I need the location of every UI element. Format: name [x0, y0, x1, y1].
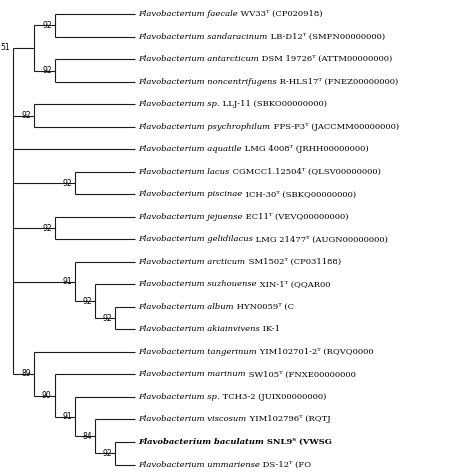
Text: Flavobacterium ummariense: Flavobacterium ummariense: [138, 461, 260, 468]
Text: 92: 92: [103, 314, 112, 323]
Text: Flavobacterium gelidilacus: Flavobacterium gelidilacus: [138, 236, 253, 243]
Text: 91: 91: [63, 412, 72, 421]
Text: Flavobacterium sandaracinum: Flavobacterium sandaracinum: [138, 33, 268, 41]
Text: SW105ᵀ (FNXE00000000: SW105ᵀ (FNXE00000000: [246, 371, 356, 378]
Text: 92: 92: [42, 224, 52, 233]
Text: HYN0059ᵀ (C: HYN0059ᵀ (C: [234, 303, 294, 311]
Text: DS-12ᵀ (FO: DS-12ᵀ (FO: [260, 461, 311, 468]
Text: 92: 92: [63, 179, 72, 188]
Text: Flavobacterium antarcticum: Flavobacterium antarcticum: [138, 55, 259, 63]
Text: Flavobacterium marinum: Flavobacterium marinum: [138, 371, 246, 378]
Text: LMG 21477ᵀ (AUGN00000000): LMG 21477ᵀ (AUGN00000000): [253, 236, 388, 243]
Text: Flavobacterium akiainvivens: Flavobacterium akiainvivens: [138, 326, 260, 333]
Text: DSM 19726ᵀ (ATTM00000000): DSM 19726ᵀ (ATTM00000000): [259, 55, 392, 63]
Text: SM1502ᵀ (CP031188): SM1502ᵀ (CP031188): [246, 258, 341, 266]
Text: Flavobacterium lacus: Flavobacterium lacus: [138, 168, 230, 176]
Text: Flavobacterium faecale: Flavobacterium faecale: [138, 10, 238, 18]
Text: XIN-1ᵀ (QQAR00: XIN-1ᵀ (QQAR00: [257, 281, 330, 288]
Text: Flavobacterium viscosum: Flavobacterium viscosum: [138, 416, 246, 423]
Text: FPS-P3ᵀ (JACCMM00000000): FPS-P3ᵀ (JACCMM00000000): [271, 123, 399, 131]
Text: R-HLS17ᵀ (FNEZ00000000): R-HLS17ᵀ (FNEZ00000000): [277, 78, 398, 86]
Text: Flavobacterium arcticum: Flavobacterium arcticum: [138, 258, 246, 266]
Text: Flavobacterium jejuense: Flavobacterium jejuense: [138, 213, 243, 221]
Text: Flavobacterium tangerinum: Flavobacterium tangerinum: [138, 348, 257, 356]
Text: 92: 92: [82, 297, 92, 306]
Text: 51: 51: [1, 44, 10, 53]
Text: Flavobacterium suzhouense: Flavobacterium suzhouense: [138, 281, 257, 288]
Text: WV33ᵀ (CP020918): WV33ᵀ (CP020918): [238, 10, 323, 18]
Text: 92: 92: [42, 66, 52, 75]
Text: 84: 84: [82, 432, 92, 441]
Text: 90: 90: [42, 391, 52, 400]
Text: Flavobacterium psychrophilum: Flavobacterium psychrophilum: [138, 123, 271, 131]
Text: IK-1: IK-1: [260, 326, 280, 333]
Text: LMG 4008ᵀ (JRHH00000000): LMG 4008ᵀ (JRHH00000000): [242, 146, 369, 153]
Text: Flavobacterium baculatum: Flavobacterium baculatum: [138, 438, 264, 446]
Text: YIM102796ᵀ (RQTJ: YIM102796ᵀ (RQTJ: [246, 416, 330, 423]
Text: 89: 89: [22, 369, 31, 378]
Text: YIM102701-2ᵀ (RQVQ0000: YIM102701-2ᵀ (RQVQ0000: [257, 348, 374, 356]
Text: Flavobacterium aquatile: Flavobacterium aquatile: [138, 146, 242, 153]
Text: SNL9ᵀ (VWSG: SNL9ᵀ (VWSG: [264, 438, 332, 446]
Text: LB-D12ᵀ (SMFN00000000): LB-D12ᵀ (SMFN00000000): [268, 33, 385, 41]
Text: Flavobacterium piscinae: Flavobacterium piscinae: [138, 191, 243, 198]
Text: EC11ᵀ (VEVQ00000000): EC11ᵀ (VEVQ00000000): [243, 213, 348, 221]
Text: Flavobacterium noncentrifugens: Flavobacterium noncentrifugens: [138, 78, 277, 86]
Text: Flavobacterium sp.: Flavobacterium sp.: [138, 100, 220, 108]
Text: ICH-30ᵀ (SBKQ00000000): ICH-30ᵀ (SBKQ00000000): [243, 191, 356, 198]
Text: Flavobacterium sp.: Flavobacterium sp.: [138, 393, 220, 401]
Text: 92: 92: [103, 449, 112, 458]
Text: CGMCC1.12504ᵀ (QLSV00000000): CGMCC1.12504ᵀ (QLSV00000000): [230, 168, 381, 176]
Text: Flavobacterium album: Flavobacterium album: [138, 303, 234, 311]
Text: LLJ-11 (SBKO00000000): LLJ-11 (SBKO00000000): [220, 100, 327, 108]
Text: 91: 91: [63, 277, 72, 286]
Text: TCH3-2 (JUIX00000000): TCH3-2 (JUIX00000000): [220, 393, 326, 401]
Text: 92: 92: [22, 111, 31, 120]
Text: 92: 92: [42, 21, 52, 30]
